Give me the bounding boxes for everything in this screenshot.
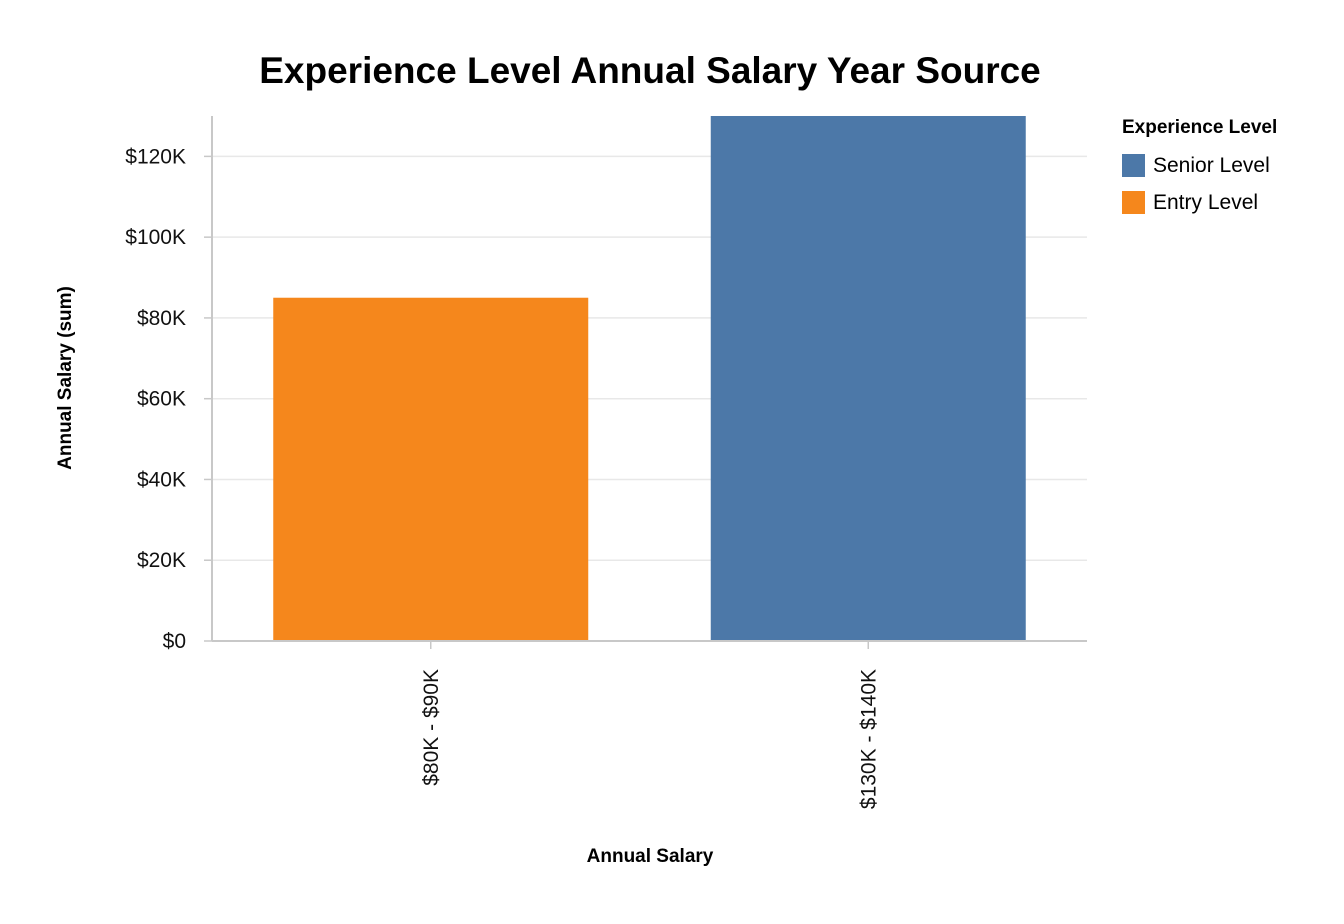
legend-item-senior-level: Senior Level xyxy=(1122,147,1277,184)
axes xyxy=(211,116,1087,642)
legend-title: Experience Level xyxy=(1122,117,1278,138)
bars xyxy=(273,116,1026,641)
legend-label-entry-level: Entry Level xyxy=(1153,190,1259,214)
bar-entry-level xyxy=(273,297,589,641)
y-tick-label: $0 xyxy=(163,630,186,653)
x-tick-label: $80K - $90K xyxy=(420,669,443,786)
y-tick-label: $80K xyxy=(137,307,186,330)
x-ticks: $80K - $90K $130K - $140K xyxy=(420,641,880,809)
bar-senior-level xyxy=(710,116,1026,641)
legend-label-senior-level: Senior Level xyxy=(1153,153,1270,177)
legend-swatch-entry-level xyxy=(1122,191,1145,214)
y-ticks: $0 $20K $40K $60K $80K $100K $120K xyxy=(125,145,212,653)
y-tick-label: $60K xyxy=(137,388,186,411)
legend-swatch-senior-level xyxy=(1122,154,1145,177)
y-tick-label: $20K xyxy=(137,549,186,572)
x-tick-label: $130K - $140K xyxy=(857,669,880,809)
x-axis-title: Annual Salary xyxy=(587,846,714,867)
chart-title: Experience Level Annual Salary Year Sour… xyxy=(259,50,1041,91)
legend-item-entry-level: Entry Level xyxy=(1122,184,1277,221)
y-axis-title: Annual Salary (sum) xyxy=(55,286,76,470)
y-tick-label: $100K xyxy=(125,226,186,249)
legend: Experience Level Senior Level Entry Leve… xyxy=(1122,117,1277,221)
y-tick-label: $40K xyxy=(137,468,186,491)
y-tick-label: $120K xyxy=(125,145,186,168)
